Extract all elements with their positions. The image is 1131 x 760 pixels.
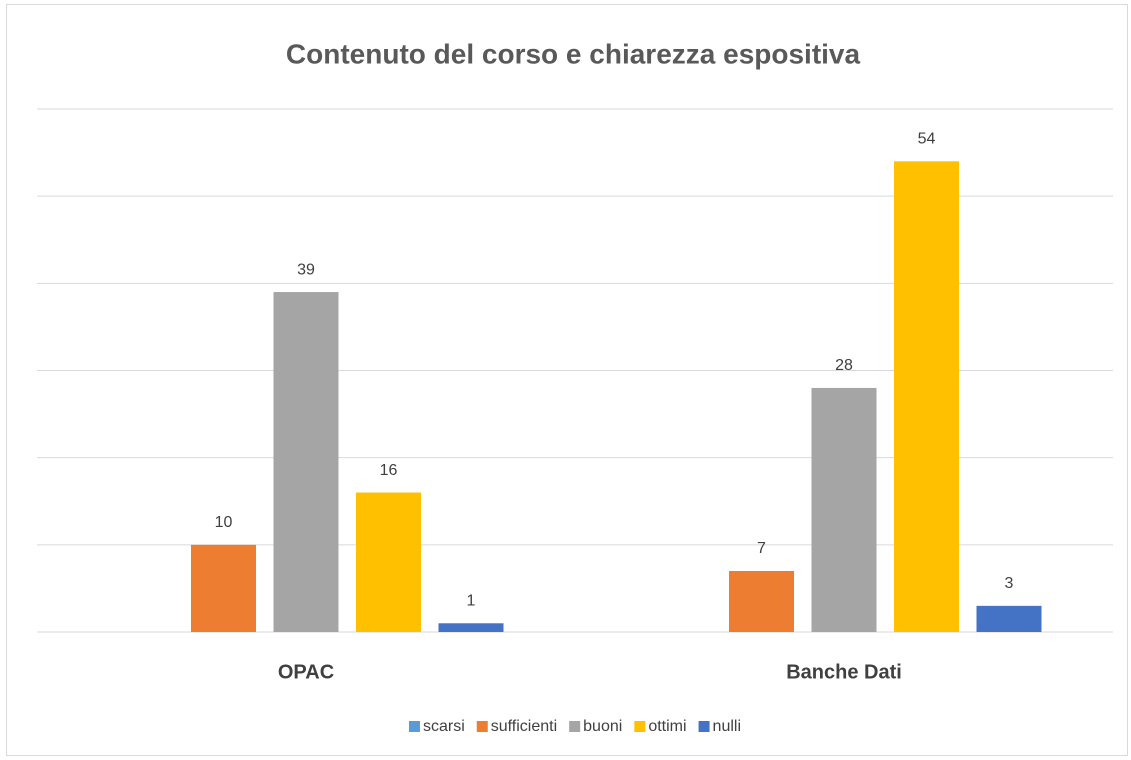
data-label: 16 bbox=[380, 462, 398, 479]
legend-label: sufficienti bbox=[491, 718, 557, 735]
data-label: 3 bbox=[1005, 575, 1014, 592]
chart-border bbox=[6, 4, 1128, 756]
bar bbox=[273, 292, 339, 632]
bar bbox=[191, 544, 256, 632]
x-tick-label: OPAC bbox=[278, 661, 334, 683]
bar bbox=[811, 387, 877, 632]
legend-label: ottimi bbox=[648, 718, 686, 735]
legend-swatch bbox=[408, 721, 420, 732]
bar bbox=[438, 623, 504, 632]
data-label: 28 bbox=[835, 357, 853, 374]
data-label: 10 bbox=[215, 514, 233, 531]
data-label: 39 bbox=[297, 261, 315, 278]
legend-swatch bbox=[569, 721, 581, 732]
bar bbox=[976, 605, 1042, 632]
legend-swatch bbox=[698, 721, 710, 732]
data-label: 7 bbox=[757, 540, 766, 557]
legend-label: nulli bbox=[713, 718, 741, 735]
x-tick-label: Banche Dati bbox=[786, 661, 902, 683]
data-label: 1 bbox=[467, 593, 476, 610]
legend-swatch bbox=[476, 721, 488, 732]
legend-label: scarsi bbox=[423, 718, 465, 735]
bar bbox=[894, 161, 959, 633]
bar bbox=[356, 492, 421, 632]
legend-label: buoni bbox=[583, 718, 622, 735]
data-label: 54 bbox=[918, 131, 936, 148]
chart-title: Contenuto del corso e chiarezza espositi… bbox=[286, 38, 861, 69]
bar bbox=[729, 570, 794, 632]
legend-swatch bbox=[634, 721, 646, 732]
